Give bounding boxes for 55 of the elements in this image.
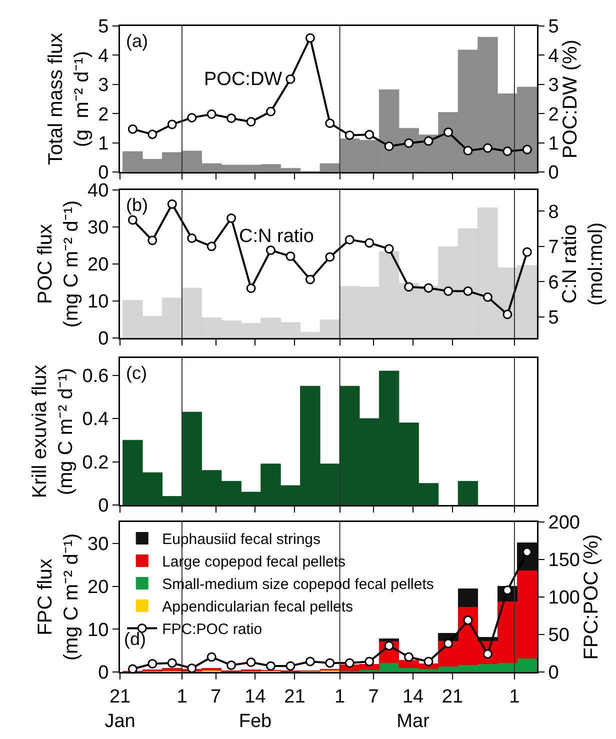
- y2-tick-label: 0: [548, 662, 559, 684]
- y2-tick-label: 2: [548, 104, 559, 126]
- series-label: C:N ratio: [239, 226, 314, 247]
- y-tick-label: 0.4: [82, 409, 110, 430]
- y-tick-label: 20: [88, 576, 109, 598]
- y-tick-label: 20: [88, 254, 109, 276]
- y2-tick-label: 0: [548, 162, 559, 184]
- x-tick-label: 1: [334, 686, 346, 708]
- y-axis-title: FPC flux (mg C m⁻² d⁻¹): [34, 533, 82, 661]
- x-tick-label: 7: [210, 686, 222, 708]
- y-tick-label: 10: [88, 620, 109, 641]
- y-tick-label: 2: [98, 104, 109, 126]
- y2-tick-label: 4: [548, 46, 560, 67]
- x-tick-label: 14 Feb: [238, 686, 272, 732]
- y-tick-label: 0: [98, 328, 109, 350]
- annotation: (b): [126, 195, 148, 215]
- y2-tick-label: 100: [548, 588, 580, 609]
- y-tick-label: 0: [98, 662, 109, 684]
- y-tick-label: 1: [98, 133, 109, 154]
- y2-tick-label: 1: [548, 133, 559, 154]
- y-axis-title: Total mass flux (g m⁻² d⁻¹): [44, 32, 93, 166]
- x-tick-label: 7: [368, 686, 379, 708]
- y2-tick-label: 3: [548, 75, 559, 96]
- y2-tick-label: 8: [548, 202, 559, 223]
- y2-axis-title: C:N ratio (mol:mol): [559, 222, 608, 306]
- y2-axis-title: POC:DW (%): [560, 40, 582, 158]
- y-tick-label: 0.2: [82, 452, 109, 474]
- annotation: (c): [126, 363, 147, 383]
- y2-tick-label: 5: [548, 16, 559, 38]
- y2-tick-label: 50: [548, 625, 570, 646]
- x-tick-label: 21: [284, 686, 306, 708]
- y2-tick-label: 6: [548, 272, 559, 294]
- y-tick-label: 10: [88, 292, 109, 313]
- y-axis-title: Krill exuvia flux (mg C m⁻² d⁻¹): [29, 364, 78, 498]
- x-tick-label: 1: [176, 686, 188, 708]
- x-tick-label: 21: [442, 686, 464, 708]
- y-tick-label: 0.6: [82, 366, 109, 387]
- x-tick-label: 21 Jan: [104, 686, 136, 732]
- y-tick-label: 4: [98, 46, 110, 67]
- x-tick-label: 14 Mar: [396, 686, 430, 732]
- y-tick-label: 0: [98, 496, 109, 517]
- y-axis-title: POC flux (mg C m⁻² d⁻¹): [34, 200, 82, 328]
- annotation: (a): [126, 31, 148, 51]
- y-tick-label: 30: [88, 218, 109, 239]
- y-tick-label: 3: [98, 75, 109, 96]
- y2-tick-label: 7: [548, 237, 559, 258]
- y2-tick-label: 200: [548, 512, 580, 534]
- y2-tick-label: 5: [548, 308, 559, 329]
- y2-tick-label: 150: [548, 550, 580, 572]
- y-tick-label: 5: [98, 16, 109, 38]
- annotation: (d): [124, 629, 146, 649]
- series-label: POC:DW: [204, 69, 282, 90]
- y2-axis-title: FPC:POC (%): [580, 534, 602, 660]
- y-tick-label: 30: [88, 534, 109, 556]
- x-tick-label: 1: [509, 686, 520, 708]
